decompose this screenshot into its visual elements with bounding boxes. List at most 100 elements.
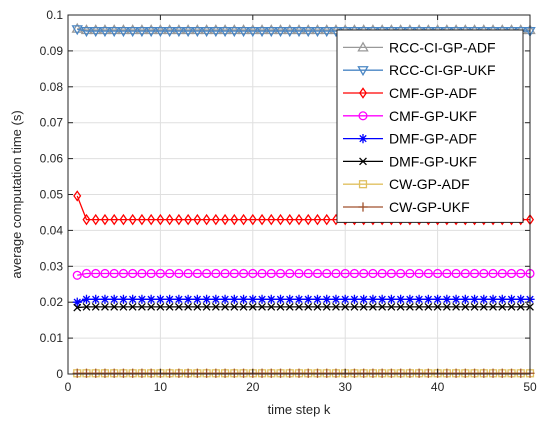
data-point xyxy=(174,302,183,311)
legend-marker-icon xyxy=(358,202,368,212)
y-tick-label: 0.09 xyxy=(40,44,64,58)
data-point xyxy=(414,294,424,304)
data-point xyxy=(192,368,202,378)
data-point xyxy=(184,302,193,311)
data-point xyxy=(202,268,212,279)
data-point xyxy=(460,268,470,279)
legend-label: CW-GP-ADF xyxy=(389,176,470,192)
data-point xyxy=(442,302,451,311)
data-point xyxy=(295,302,303,311)
data-point xyxy=(211,302,220,311)
y-tick-label: 0.06 xyxy=(40,152,64,166)
series-dmf-gp-adf xyxy=(72,294,535,307)
data-point xyxy=(294,268,304,279)
data-point xyxy=(210,27,222,38)
legend-marker-icon xyxy=(358,87,368,99)
data-point xyxy=(71,22,83,33)
legend-label: RCC-CI-GP-UKF xyxy=(389,62,496,78)
data-point xyxy=(156,302,165,311)
data-point xyxy=(136,27,148,38)
data-point xyxy=(137,294,147,304)
data-point xyxy=(257,268,267,279)
data-point xyxy=(479,368,489,378)
data-point xyxy=(516,268,526,279)
data-point xyxy=(258,302,266,311)
data-point xyxy=(156,213,165,226)
series-cw-gp-ukf xyxy=(72,368,535,378)
data-point xyxy=(506,268,517,279)
data-point xyxy=(165,268,175,279)
data-point xyxy=(71,25,83,36)
data-point xyxy=(396,368,406,378)
data-point xyxy=(72,297,82,307)
data-point xyxy=(128,294,138,304)
data-point xyxy=(284,24,296,35)
legend-marker-icon xyxy=(358,134,368,144)
data-point xyxy=(91,368,101,378)
data-point xyxy=(331,368,341,378)
data-point xyxy=(109,268,119,279)
data-point xyxy=(433,268,443,279)
data-point xyxy=(340,294,350,304)
data-point xyxy=(99,27,111,38)
data-point xyxy=(202,213,211,226)
data-point xyxy=(91,268,101,279)
data-point xyxy=(423,268,433,279)
data-point xyxy=(155,294,165,304)
data-point xyxy=(313,302,322,311)
data-point xyxy=(294,294,304,304)
data-point xyxy=(266,294,276,304)
data-point xyxy=(469,294,480,304)
data-point xyxy=(506,294,517,304)
data-point xyxy=(303,268,313,279)
x-tick-label: 20 xyxy=(246,380,260,394)
data-point xyxy=(221,213,230,226)
data-point xyxy=(405,294,415,304)
data-point xyxy=(267,213,276,226)
data-point xyxy=(228,27,241,38)
data-point xyxy=(294,368,304,378)
data-point xyxy=(497,368,507,378)
data-point xyxy=(237,24,250,35)
data-point xyxy=(285,302,294,311)
data-point xyxy=(72,270,82,280)
x-axis-label: time step k xyxy=(268,402,331,417)
data-point xyxy=(165,368,175,378)
data-point xyxy=(219,27,231,38)
y-tick-label: 0.07 xyxy=(40,116,64,130)
data-point xyxy=(460,294,470,304)
data-point xyxy=(368,368,378,378)
data-point xyxy=(266,368,276,378)
data-point xyxy=(211,213,220,226)
data-point xyxy=(302,24,314,35)
data-point xyxy=(451,268,461,279)
data-point xyxy=(228,24,241,35)
data-point xyxy=(267,302,276,311)
legend-item: DMF-GP-ADF xyxy=(343,131,477,147)
data-point xyxy=(229,294,239,304)
data-point xyxy=(238,368,249,378)
data-point xyxy=(82,302,91,311)
data-point xyxy=(138,302,146,311)
data-point xyxy=(191,24,204,35)
data-point xyxy=(488,294,498,304)
data-point xyxy=(396,294,406,304)
data-point xyxy=(386,294,396,304)
data-point xyxy=(516,302,525,311)
data-point xyxy=(311,24,324,35)
data-point xyxy=(91,294,101,304)
data-point xyxy=(285,268,295,279)
data-point xyxy=(165,213,174,226)
data-point xyxy=(479,294,489,304)
data-point xyxy=(128,268,138,279)
ticks: 0 10 20 30 40 50 0 0.01 0.02 0.03 0.04 0.05 0.06 0.07… xyxy=(40,8,537,394)
data-point xyxy=(239,213,248,226)
data-point xyxy=(497,268,507,279)
data-point xyxy=(108,24,120,35)
data-point xyxy=(414,268,424,279)
data-point xyxy=(498,302,507,311)
data-point xyxy=(350,302,359,311)
data-point xyxy=(211,294,221,304)
data-point xyxy=(192,294,202,304)
data-point xyxy=(340,268,350,279)
